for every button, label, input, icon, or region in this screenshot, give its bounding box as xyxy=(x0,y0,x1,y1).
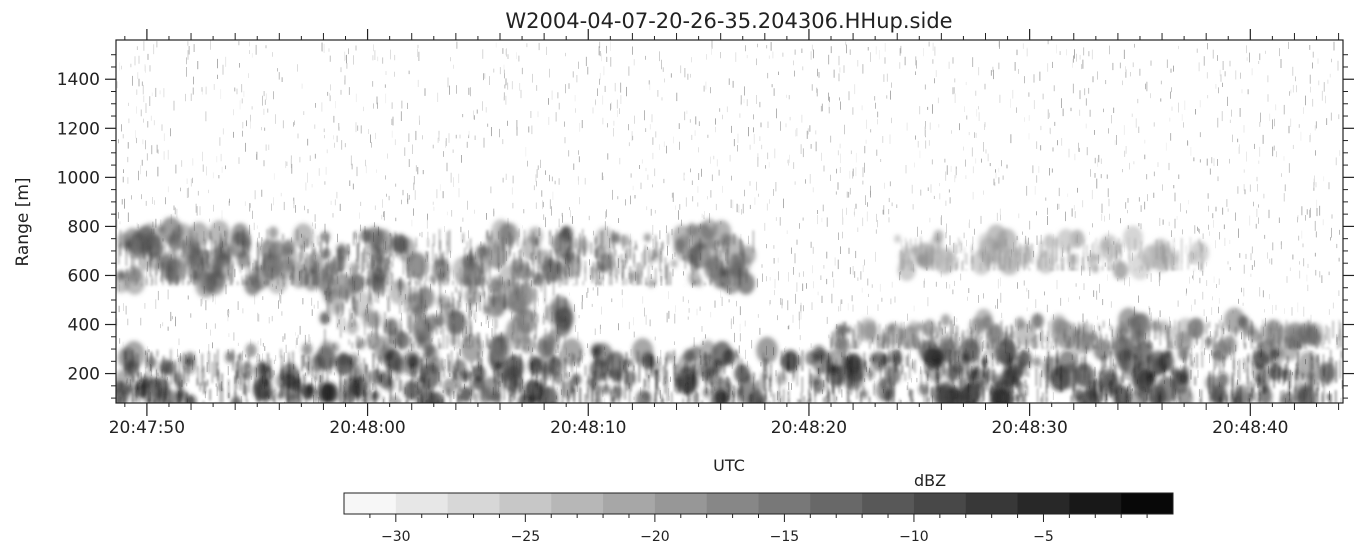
colorbar-swatch xyxy=(344,493,397,514)
colorbar-swatch xyxy=(758,493,811,514)
colorbar-swatch xyxy=(810,493,863,514)
plot-area xyxy=(116,40,1343,403)
x-axis: 20:47:50 20:48:00 20:48:10 20:48:20 20:48:30… xyxy=(109,29,1340,438)
colorbar-tick-label: −15 xyxy=(770,529,800,545)
colorbar-swatch xyxy=(706,493,759,514)
x-tick-label: 20:48:00 xyxy=(329,418,405,438)
x-tick-label: 20:47:50 xyxy=(109,418,185,438)
x-tick-label: 20:48:30 xyxy=(991,418,1067,438)
colorbar-swatch xyxy=(913,493,967,514)
colorbar: −30 −25 −20 −15 −10 −5 xyxy=(343,492,1174,545)
colorbar-tick-label: −30 xyxy=(381,529,411,545)
feature-surface-clutter-layer xyxy=(116,335,1336,403)
reflectivity-features xyxy=(116,216,1343,403)
colorbar-swatch xyxy=(862,493,915,514)
x-tick-label: 20:48:20 xyxy=(771,418,847,438)
y-axis-label: Range [m] xyxy=(13,177,33,266)
x-tick-label: 20:48:40 xyxy=(1212,418,1288,438)
colorbar-swatch xyxy=(1069,493,1122,514)
colorbar-swatch xyxy=(499,493,552,514)
y-axis: 200 400 600 800 1000 1200 1400 xyxy=(57,54,1354,399)
colorbar-tick-label: −20 xyxy=(640,529,670,545)
colorbar-swatch xyxy=(395,493,449,514)
colorbar-swatch xyxy=(603,493,656,514)
colorbar-tick-label: −25 xyxy=(511,529,541,545)
colorbar-swatch xyxy=(654,493,708,514)
y-tick-label: 200 xyxy=(68,365,100,385)
y-tick-label: 1000 xyxy=(57,168,100,188)
plot-frame xyxy=(115,39,1344,404)
colorbar-label: dBZ xyxy=(914,471,946,490)
colorbar-swatch xyxy=(1121,493,1174,514)
y-tick-label: 800 xyxy=(68,217,100,237)
colorbar-tick-label: −10 xyxy=(899,529,929,545)
chart-title: W2004-04-07-20-26-35.204306.HHup.side xyxy=(505,9,952,33)
y-tick-label: 400 xyxy=(68,316,100,336)
colorbar-swatch xyxy=(965,493,1019,514)
x-axis-label: UTC xyxy=(713,456,745,475)
colorbar-tick-label: −5 xyxy=(1033,529,1054,545)
y-tick-label: 1200 xyxy=(57,119,100,139)
y-tick-label: 600 xyxy=(68,266,100,286)
x-tick-label: 20:48:10 xyxy=(550,418,626,438)
colorbar-swatch xyxy=(551,493,604,514)
colorbar-swatch xyxy=(1017,493,1070,514)
y-tick-label: 1400 xyxy=(57,70,100,90)
colorbar-swatch xyxy=(447,493,500,514)
